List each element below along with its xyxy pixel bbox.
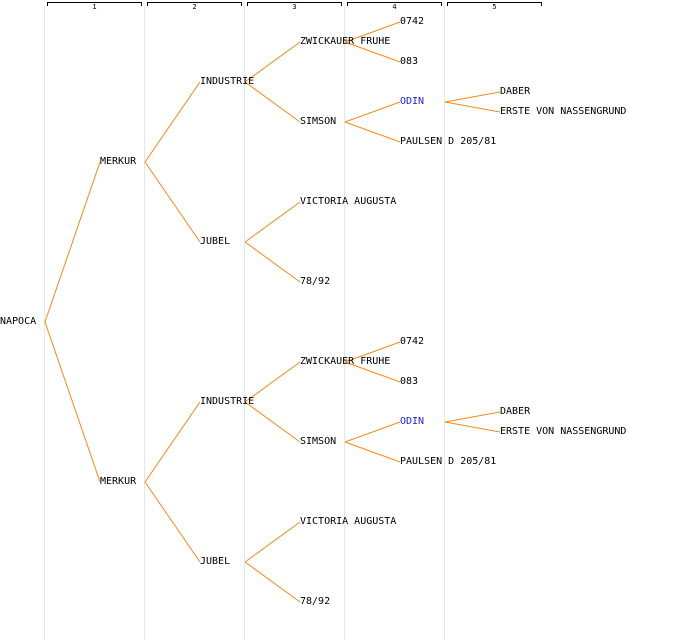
horse-name-gen3[interactable]: ZWICKAUER FRUHE [300,356,391,367]
generation-header-bar [447,2,542,6]
pedigree-connector [244,201,301,243]
horse-name-gen1[interactable]: MERKUR [100,156,137,167]
pedigree-connector [344,441,401,463]
generation-header-5: 5 [447,0,542,12]
pedigree-connector [344,21,401,43]
generation-header-bar [47,2,142,6]
pedigree-connector [44,321,101,483]
pedigree-connector [44,161,101,323]
pedigree-connector [244,401,301,443]
generation-column-line [144,6,145,640]
generation-header-bar [147,2,242,6]
horse-name-gen0[interactable]: NAPOCA [0,316,37,327]
horse-name-gen4[interactable]: 0742 [400,336,425,347]
pedigree-connector [244,361,301,403]
pedigree-connector [444,411,501,423]
pedigree-connector [244,81,301,123]
horse-name-gen2[interactable]: INDUSTRIE [200,76,255,87]
horse-name-gen5[interactable]: ERSTE VON NASSENGRUND [500,426,627,437]
generation-column-line [344,6,345,640]
horse-name-gen2[interactable]: JUBEL [200,556,231,567]
horse-name-gen4[interactable]: 0742 [400,16,425,27]
pedigree-connector [244,521,301,563]
pedigree-connector [344,41,401,63]
generation-number: 3 [292,3,297,11]
pedigree-connector [344,101,401,123]
generation-header-4: 4 [347,0,442,12]
pedigree-connector [444,421,501,433]
horse-name-gen5[interactable]: ERSTE VON NASSENGRUND [500,106,627,117]
generation-number: 5 [492,3,497,11]
generation-column-line [244,6,245,640]
horse-name-gen4[interactable]: PAULSEN D 205/81 [400,136,497,147]
horse-name-gen2[interactable]: INDUSTRIE [200,396,255,407]
generation-header-bar [247,2,342,6]
pedigree-connector [244,41,301,83]
horse-name-gen3[interactable]: ZWICKAUER FRUHE [300,36,391,47]
pedigree-connector [144,81,201,163]
pedigree-connector [144,481,201,563]
horse-name-gen3[interactable]: VICTORIA AUGUSTA [300,516,397,527]
horse-name-gen4[interactable]: ODIN [400,96,425,107]
pedigree-connector [344,341,401,363]
generation-header-2: 2 [147,0,242,12]
horse-name-gen4[interactable]: 083 [400,376,419,387]
horse-name-gen1[interactable]: MERKUR [100,476,137,487]
pedigree-connector [444,91,501,103]
horse-name-gen2[interactable]: JUBEL [200,236,231,247]
generation-header-1: 1 [47,0,142,12]
pedigree-connector [344,361,401,383]
pedigree-connector [344,421,401,443]
pedigree-connector [344,121,401,143]
generation-column-line [44,6,45,640]
pedigree-connector [444,101,501,113]
pedigree-connector [144,161,201,243]
generation-number: 1 [92,3,97,11]
horse-name-gen3[interactable]: SIMSON [300,436,337,447]
pedigree-connector [244,241,301,283]
generation-column-line [444,6,445,640]
horse-name-gen4[interactable]: PAULSEN D 205/81 [400,456,497,467]
horse-name-gen4[interactable]: ODIN [400,416,425,427]
horse-name-gen3[interactable]: SIMSON [300,116,337,127]
pedigree-connector [244,561,301,603]
horse-name-gen4[interactable]: 083 [400,56,419,67]
generation-header-3: 3 [247,0,342,12]
generation-number: 2 [192,3,197,11]
horse-name-gen3[interactable]: 78/92 [300,276,331,287]
horse-name-gen3[interactable]: VICTORIA AUGUSTA [300,196,397,207]
pedigree-connector [144,401,201,483]
generation-header-bar [347,2,442,6]
horse-name-gen3[interactable]: 78/92 [300,596,331,607]
horse-name-gen5[interactable]: DABER [500,406,531,417]
generation-number: 4 [392,3,397,11]
horse-name-gen5[interactable]: DABER [500,86,531,97]
